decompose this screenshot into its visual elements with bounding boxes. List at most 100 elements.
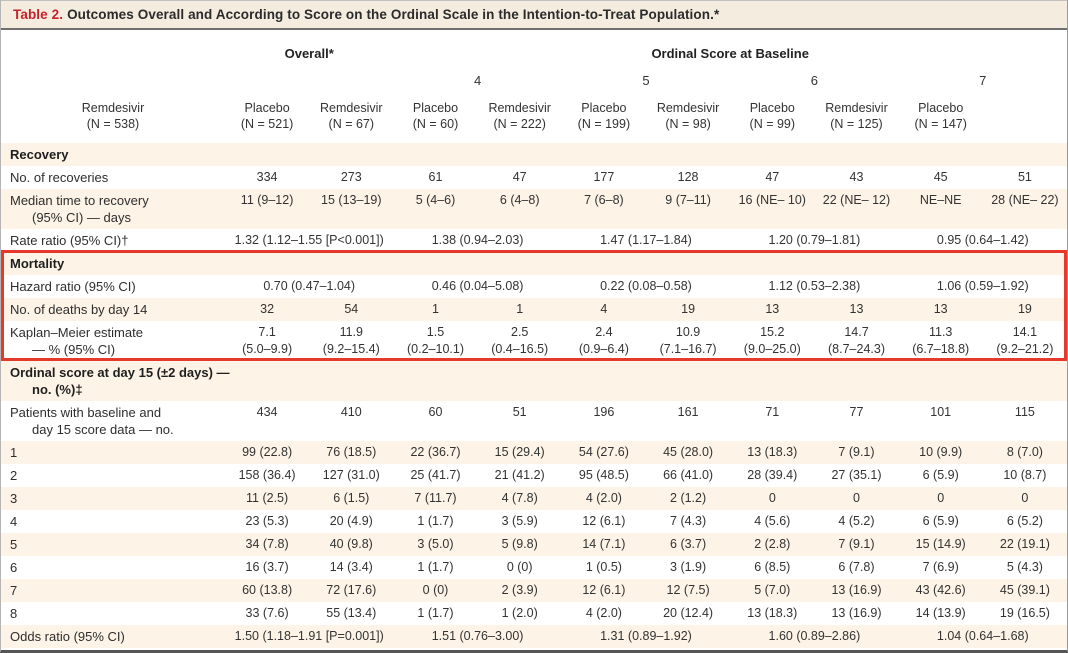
header-group-row: Overall* Ordinal Score at Baseline xyxy=(1,30,1067,61)
table-cell: NE–NE xyxy=(919,192,962,207)
table-cell: 71 xyxy=(765,404,780,419)
table-cell: 6 (1.5) xyxy=(333,490,370,505)
table-cell: 158 (36.4) xyxy=(238,467,296,482)
table-cell: 10 (8.7) xyxy=(1003,467,1047,482)
table-cell: 0 (0) xyxy=(506,559,533,574)
header-score-group: 4 xyxy=(473,73,482,88)
table-cell: 1.47 (1.17–1.84) xyxy=(600,232,692,247)
table-cell: 13 (18.3) xyxy=(747,444,798,459)
row-label-line2: day 15 score data — no. xyxy=(32,421,174,437)
table-number-label: Table 2. xyxy=(13,7,64,22)
table-cell: 9 (7–11) xyxy=(665,192,711,207)
table-row: 5 34 (7.8) 40 (9.8) 3 (5.0) 5 (9.8) 14 (7.1) 6… xyxy=(1,532,1067,556)
table-cell: 11.3 (6.7–18.8) xyxy=(912,324,970,356)
table-cell: 410 xyxy=(340,404,362,419)
table-cell: 60 (13.8) xyxy=(242,582,293,597)
table-cell: 0 xyxy=(853,490,860,505)
header-score-group: 6 xyxy=(810,73,818,88)
table-cell: 28 (39.4) xyxy=(747,467,798,482)
table-cell: 43 (42.6) xyxy=(915,582,966,597)
table-cell: 27 (35.1) xyxy=(831,467,882,482)
mortality-highlight-box: Mortality Hazard ratio (95% CI) 0.70 (0.47… xyxy=(1,249,1067,361)
row-label: 6 xyxy=(10,559,18,575)
table-cell: 13 (18.3) xyxy=(747,605,798,620)
header-columns-row: Remdesivir (N = 538) Placebo (N = 521) Rem… xyxy=(1,88,1067,143)
row-label: 7 xyxy=(10,582,18,598)
column-header-placebo: Placebo (N = 199) xyxy=(577,101,631,132)
table-cell: 127 (31.0) xyxy=(322,467,380,482)
table-title: Table 2. Outcomes Overall and According t… xyxy=(1,1,1067,30)
table-cell: 1.51 (0.76–3.00) xyxy=(431,628,524,643)
table-row: 4 23 (5.3) 20 (4.9) 1 (1.7) 3 (5.9) 12 (6.1) 7… xyxy=(1,510,1067,533)
header-score-group: 5 xyxy=(642,73,650,88)
table-cell: 177 xyxy=(593,169,615,184)
table-cell: 5 (4.3) xyxy=(1006,559,1043,574)
table-cell: 45 (39.1) xyxy=(999,582,1050,597)
table-cell: 7 (4.3) xyxy=(670,513,707,528)
row-label: Ordinal score at day 15 (±2 days) — no. (… xyxy=(1,364,1067,398)
table-cell: 60 xyxy=(428,404,443,419)
table-cell: 1.04 (0.64–1.68) xyxy=(936,628,1029,643)
table-cell: 25 (41.7) xyxy=(410,467,461,482)
table-cell: 15 (13–19) xyxy=(321,192,382,207)
table-cell: 51 xyxy=(1017,169,1032,184)
table-cell: 11 (2.5) xyxy=(246,490,289,505)
row-label-line2: — % (95% CI) xyxy=(32,341,116,357)
table-cell: 5 (4–6) xyxy=(415,192,456,207)
row-label: No. of deaths by day 14 xyxy=(10,301,148,317)
section-header-row: Recovery xyxy=(1,142,1067,166)
table-cell: 14 (7.1) xyxy=(582,536,626,551)
table-cell: 11 (9–12) xyxy=(240,192,294,207)
table-cell: 54 (27.6) xyxy=(578,444,629,459)
table-cell: 14.7 (8.7–24.3) xyxy=(828,324,885,356)
table-cell: 0.95 (0.64–1.42) xyxy=(936,232,1029,247)
table-cell: 1.5 (0.2–10.1) xyxy=(407,324,464,356)
table-cell: 11.9 (9.2–15.4) xyxy=(322,324,380,356)
column-header-remdesivir: Remdesivir (N = 67) xyxy=(320,101,383,132)
table-cell: 20 (12.4) xyxy=(663,605,714,620)
column-header-placebo: Placebo (N = 60) xyxy=(412,101,459,132)
table-row: 3 11 (2.5) 6 (1.5) 7 (11.7) 4 (7.8) 4 (2.0) 2 … xyxy=(1,486,1067,510)
table-cell: 5 (7.0) xyxy=(754,582,791,597)
table-cell: 1.20 (0.79–1.81) xyxy=(768,232,861,247)
table-cell: 15.2 (9.0–25.0) xyxy=(743,324,801,356)
table-cell: 54 xyxy=(344,301,359,316)
column-header-remdesivir: Remdesivir (N = 125) xyxy=(825,101,888,132)
table-cell: 14.1 (9.2–21.2) xyxy=(996,324,1054,356)
table-cell: 16 (3.7) xyxy=(245,559,289,574)
table-cell: 34 (7.8) xyxy=(245,536,289,551)
table-cell: 2 (2.8) xyxy=(754,536,791,551)
table-cell: 43 xyxy=(849,169,864,184)
table-row: Odds ratio (95% CI) 1.50 (1.18–1.91 [P=0.… xyxy=(1,624,1067,648)
table-cell: 6 (7.8) xyxy=(838,559,875,574)
table-row: No. of deaths by day 14 32 54 1 1 4 19 13 13 13 19 xyxy=(1,297,1067,321)
table-cell: 1 (1.7) xyxy=(417,513,454,528)
table-cell: 2.5 (0.4–16.5) xyxy=(491,324,549,356)
table-cell: 7.1 (5.0–9.9) xyxy=(242,324,293,356)
table-cell: 13 xyxy=(849,301,864,316)
table-row: Median time to recovery (95% CI) — days 11… xyxy=(1,188,1067,229)
column-header-placebo: Placebo (N = 521) xyxy=(240,101,294,132)
table-cell: 1.38 (0.94–2.03) xyxy=(431,232,524,247)
table-cell: 10.9 (7.1–16.7) xyxy=(659,324,717,356)
table-cell: 1.50 (1.18–1.91 [P=0.001]) xyxy=(234,628,384,643)
table-cell: 10 (9.9) xyxy=(919,444,963,459)
column-header-placebo: Placebo (N = 147) xyxy=(914,101,967,132)
row-label: 4 xyxy=(10,513,18,529)
column-header-remdesivir: Remdesivir (N = 98) xyxy=(656,101,720,132)
table-row: 7 60 (13.8) 72 (17.6) 0 (0) 2 (3.9) 12 (6.1) 1… xyxy=(1,578,1067,602)
table-row: 1 99 (22.8) 76 (18.5) 22 (36.7) 15 (29.4) 54 … xyxy=(1,440,1067,464)
table-row: Kaplan–Meier estimate — % (95% CI) 7.1 (5.… xyxy=(1,321,1067,361)
row-label: Patients with baseline and day 15 score d… xyxy=(1,404,225,438)
table-cell: 4 (5.6) xyxy=(754,513,791,528)
table-cell: 22 (NE– 12) xyxy=(822,192,891,207)
table-cell: 1 xyxy=(516,301,524,316)
table-cell: 2 (3.9) xyxy=(501,582,538,597)
table-cell: 2 (1.2) xyxy=(670,490,707,505)
table-cell: 4 (2.0) xyxy=(585,490,622,505)
table-cell: 7 (6.9) xyxy=(922,559,959,574)
table-cell: 1 (1.7) xyxy=(417,559,454,574)
table-cell: 101 xyxy=(930,404,952,419)
table-cell: 6 (8.5) xyxy=(754,559,791,574)
